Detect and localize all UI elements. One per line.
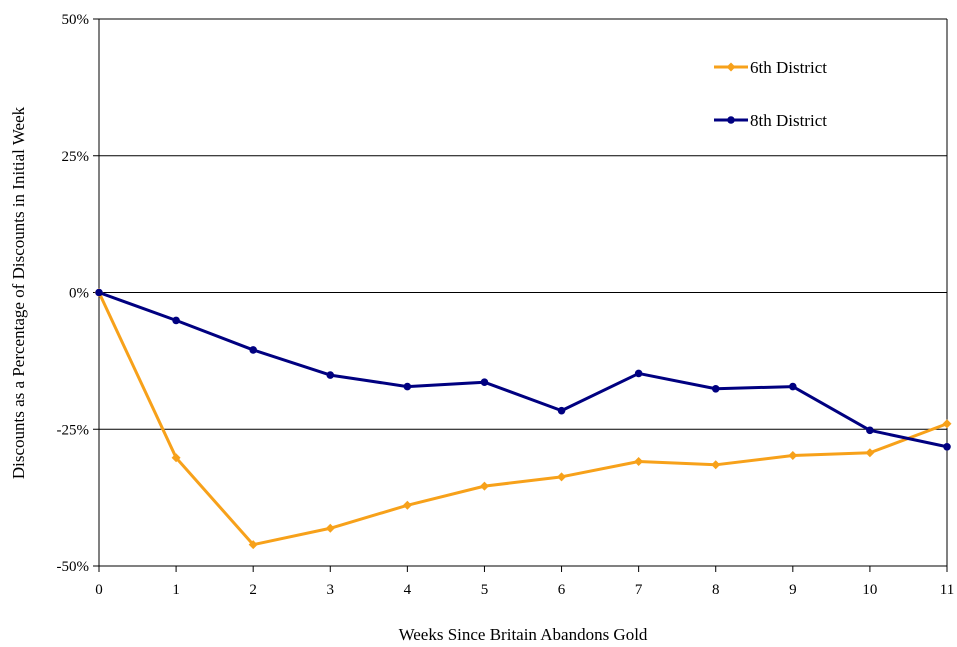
data-point: [403, 382, 412, 391]
legend-label: 6th District: [750, 58, 827, 77]
x-tick-label: 2: [249, 582, 257, 598]
gridlines: [99, 18, 947, 567]
series-8th-district: [95, 288, 951, 451]
series-6th-district: [94, 288, 952, 550]
legend-entry: 8th District: [714, 111, 827, 130]
data-point: [942, 419, 952, 429]
data-point: [248, 540, 258, 550]
series-line: [98, 291, 948, 449]
data-point: [402, 500, 412, 510]
data-point: [557, 472, 567, 482]
y-tick-label: -50%: [57, 559, 90, 575]
y-tick-label: 50%: [62, 12, 90, 28]
data-point: [943, 442, 951, 451]
x-tick-label: 8: [712, 582, 720, 598]
y-axis-ticks: 50% 25% 0% -25% -50%: [57, 12, 99, 575]
data-point: [557, 406, 566, 415]
data-point: [711, 460, 721, 470]
data-point: [479, 481, 489, 491]
data-point: [325, 523, 335, 533]
x-tick-label: 6: [558, 582, 566, 598]
legend-label: 8th District: [750, 111, 827, 130]
x-tick-label: 10: [862, 582, 877, 598]
data-point: [788, 451, 798, 461]
x-axis-title: Weeks Since Britain Abandons Gold: [399, 625, 648, 644]
x-tick-label: 11: [940, 582, 954, 598]
data-point: [249, 346, 257, 354]
x-tick-label: 5: [481, 582, 489, 598]
x-axis-ticks: 0 1 2 3 4 5 6 7 8 9 10 11: [95, 566, 954, 598]
data-point: [634, 369, 643, 378]
data-point: [634, 457, 644, 467]
data-point: [711, 384, 720, 393]
data-point: [326, 371, 335, 379]
series-group: [94, 288, 952, 550]
data-point: [480, 378, 489, 387]
data-point: [171, 453, 181, 463]
x-tick-label: 4: [404, 582, 412, 598]
y-axis-title: Discounts as a Percentage of Discounts i…: [9, 106, 28, 479]
y-tick-label: 25%: [62, 149, 90, 165]
x-tick-label: 0: [95, 582, 103, 598]
series-line: [97, 291, 948, 547]
y-tick-label: -25%: [57, 422, 90, 438]
legend-entry: 6th District: [714, 58, 827, 77]
x-tick-label: 7: [635, 582, 643, 598]
data-point: [789, 382, 797, 391]
legend-swatch-marker: [727, 116, 735, 124]
legend-swatch-marker: [726, 62, 736, 72]
data-point: [95, 288, 103, 297]
data-point: [172, 316, 180, 325]
x-tick-label: 9: [789, 582, 797, 598]
x-tick-label: 1: [172, 582, 180, 598]
x-tick-label: 3: [327, 582, 335, 598]
y-tick-label: 0%: [69, 286, 89, 302]
legend: 6th District 8th District: [714, 58, 827, 130]
data-point: [865, 448, 875, 458]
data-point: [866, 426, 874, 435]
